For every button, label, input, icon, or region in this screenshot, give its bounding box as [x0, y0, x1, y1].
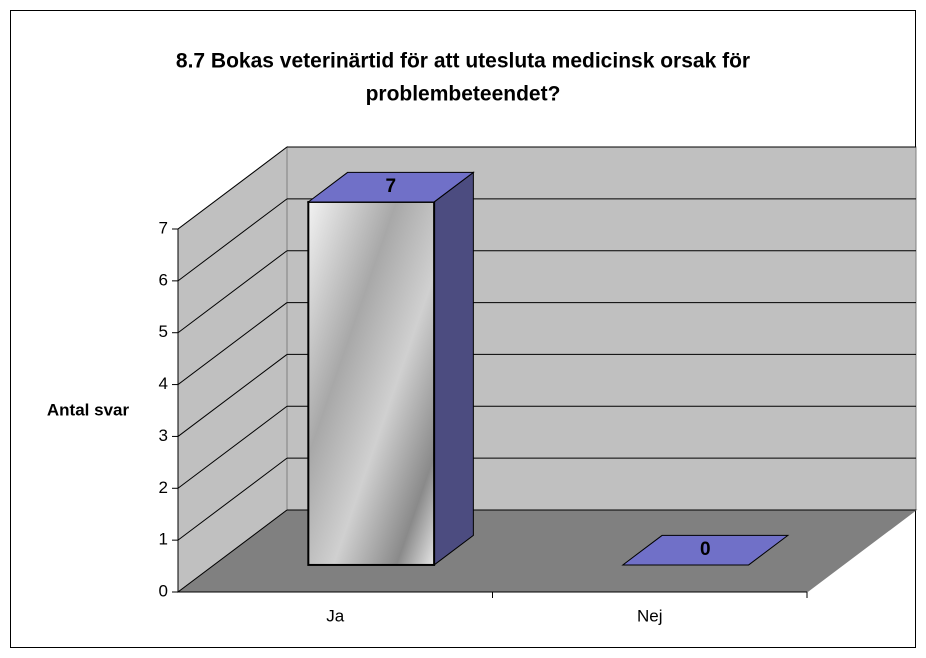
bar	[307, 200, 436, 566]
y-tick-label: 4	[159, 374, 168, 393]
bar-side	[433, 171, 474, 566]
chart-title: problembeteendet?	[366, 83, 561, 106]
y-tick-label: 1	[159, 530, 168, 549]
grid-line	[177, 302, 288, 385]
grid-line	[177, 509, 288, 593]
bar-top	[306, 171, 475, 203]
y-tick-label: 6	[159, 270, 168, 289]
grid-line	[177, 250, 288, 334]
floor	[176, 509, 918, 593]
bar-top	[621, 534, 790, 566]
x-tick-label: Ja	[326, 606, 345, 625]
grid-line	[177, 457, 288, 541]
value-label: 0	[700, 539, 711, 560]
chart-title: 8.7 Bokas veterinärtid för att utesluta …	[176, 50, 750, 73]
y-tick-label: 0	[159, 581, 168, 600]
grid-line	[177, 146, 288, 230]
y-tick-label: 5	[159, 322, 168, 341]
grid-line	[177, 405, 288, 489]
y-tick-label: 3	[159, 426, 168, 445]
value-label: 7	[386, 176, 397, 197]
y-axis-label: Antal svar	[47, 400, 130, 419]
grid-line	[177, 198, 288, 282]
y-tick-label: 7	[159, 218, 168, 237]
grid-line	[177, 354, 288, 437]
y-tick-label: 2	[159, 478, 168, 497]
x-tick-label: Nej	[637, 606, 663, 625]
